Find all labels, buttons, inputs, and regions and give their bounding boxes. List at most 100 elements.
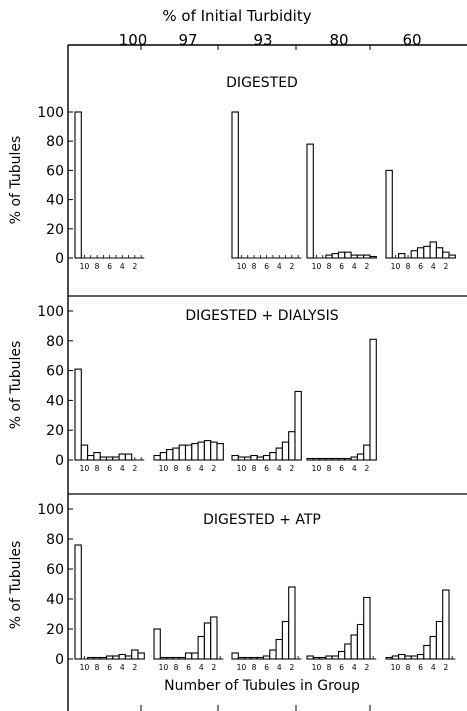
y-tick-label: 100: [37, 105, 64, 121]
histogram-bar: [172, 656, 180, 660]
histogram-bar: [325, 457, 333, 461]
histogram-bar: [74, 544, 82, 660]
y-tick-label: 0: [55, 652, 64, 668]
histogram-bar: [369, 255, 377, 259]
x-tick-label: 2: [443, 262, 448, 271]
x-tick-label: 6: [107, 262, 112, 271]
histogram-bar: [363, 254, 371, 259]
x-tick-label: 4: [120, 262, 125, 271]
x-tick-label: 2: [364, 663, 369, 672]
x-tick-label: 10: [391, 262, 401, 271]
histogram-bar: [118, 653, 126, 660]
x-tick-label: 10: [391, 663, 401, 672]
histogram-bar: [448, 254, 456, 259]
x-tick-label: 6: [339, 663, 344, 672]
histogram-bar: [118, 453, 126, 461]
histogram-bar: [294, 390, 302, 461]
x-tick-label: 2: [289, 663, 294, 672]
histogram-bar: [112, 456, 120, 461]
x-tick-label: 2: [289, 262, 294, 271]
turbidity-column-label: 100: [119, 31, 148, 49]
histogram-bar: [231, 454, 239, 461]
histogram-bar: [178, 656, 187, 660]
histogram-bar: [87, 656, 95, 660]
histogram-bar: [99, 656, 108, 660]
histogram-bar: [350, 634, 358, 660]
histogram-bar: [216, 443, 224, 461]
y-axis-title: % of Tubules: [8, 541, 24, 630]
histogram-bar: [137, 652, 145, 660]
x-tick-label: 8: [252, 663, 257, 672]
y-tick-label: 80: [46, 532, 64, 548]
histogram-bar: [93, 451, 101, 461]
x-tick-label: 8: [95, 464, 100, 473]
histogram-bar: [210, 441, 218, 461]
x-tick-label: 8: [174, 663, 179, 672]
histogram-bar: [435, 620, 444, 660]
histogram-bar: [337, 457, 346, 461]
x-tick-label: 6: [418, 262, 423, 271]
histogram-bar: [159, 451, 168, 461]
top-axis-title: % of Initial Turbidity: [162, 7, 311, 25]
histogram-bar: [153, 628, 161, 660]
histogram-bar: [191, 652, 199, 660]
turbidity-column-label: 80: [329, 31, 348, 49]
x-tick-label: 8: [327, 663, 332, 672]
x-tick-label: 6: [418, 663, 423, 672]
y-tick-label: 60: [46, 163, 64, 179]
x-tick-label: 10: [312, 262, 322, 271]
histogram-bar: [442, 251, 450, 259]
histogram-bar: [275, 638, 283, 660]
y-tick-label: 60: [46, 364, 64, 380]
x-tick-label: 6: [107, 663, 112, 672]
histogram-bar: [262, 454, 271, 461]
histogram-bar: [398, 253, 406, 259]
x-tick-label: 2: [289, 464, 294, 473]
histogram-bar: [350, 254, 358, 259]
histogram-bar: [350, 456, 358, 461]
x-tick-label: 10: [312, 464, 322, 473]
x-tick-label: 10: [159, 464, 169, 473]
histogram-bar: [269, 649, 277, 660]
histogram-bar: [244, 656, 252, 660]
histogram-bar: [256, 656, 265, 660]
y-tick-label: 0: [55, 453, 64, 469]
x-tick-label: 2: [443, 663, 448, 672]
x-tick-label: 4: [120, 663, 125, 672]
histogram-bar: [237, 456, 246, 461]
panel-title: DIGESTED + ATP: [203, 512, 321, 528]
histogram-bar: [275, 447, 283, 461]
x-tick-label: 8: [252, 464, 257, 473]
x-tick-label: 10: [237, 663, 247, 672]
histogram-bar: [197, 441, 205, 461]
x-tick-label: 10: [159, 663, 169, 672]
histogram-bar: [337, 650, 346, 660]
x-tick-label: 4: [352, 464, 357, 473]
panel-2: DIGESTED + DIALYSIS 100 80 60 40 20 0 % of Tubu…: [8, 295, 467, 473]
histogram-bar: [250, 656, 258, 660]
histogram-bar: [269, 451, 277, 461]
bar-group: 10 8 6 4 2: [153, 440, 224, 473]
histogram-bar: [256, 456, 265, 461]
histogram-bar: [197, 635, 205, 660]
x-tick-label: 6: [186, 464, 191, 473]
histogram-bar: [184, 444, 193, 461]
histogram-bar: [159, 656, 168, 660]
y-tick-label: 20: [46, 423, 64, 439]
x-tick-label: 4: [431, 663, 436, 672]
x-tick-label: 8: [406, 262, 411, 271]
y-axis-title: % of Tubules: [8, 136, 24, 225]
panel-3: DIGESTED + ATP 100 80 60 40 20 0 % of Tubules 10…: [8, 493, 467, 672]
bar-group: 10 8 6 4 2: [306, 143, 377, 271]
x-tick-label: 8: [95, 262, 100, 271]
histogram-bar: [306, 457, 314, 461]
histogram-bar: [231, 111, 239, 259]
histogram-bar: [153, 454, 161, 461]
histogram-bar: [262, 655, 271, 660]
x-tick-label: 10: [237, 262, 247, 271]
x-tick-label: 2: [132, 663, 137, 672]
histogram-bar: [416, 653, 425, 660]
histogram-bar: [325, 254, 333, 259]
